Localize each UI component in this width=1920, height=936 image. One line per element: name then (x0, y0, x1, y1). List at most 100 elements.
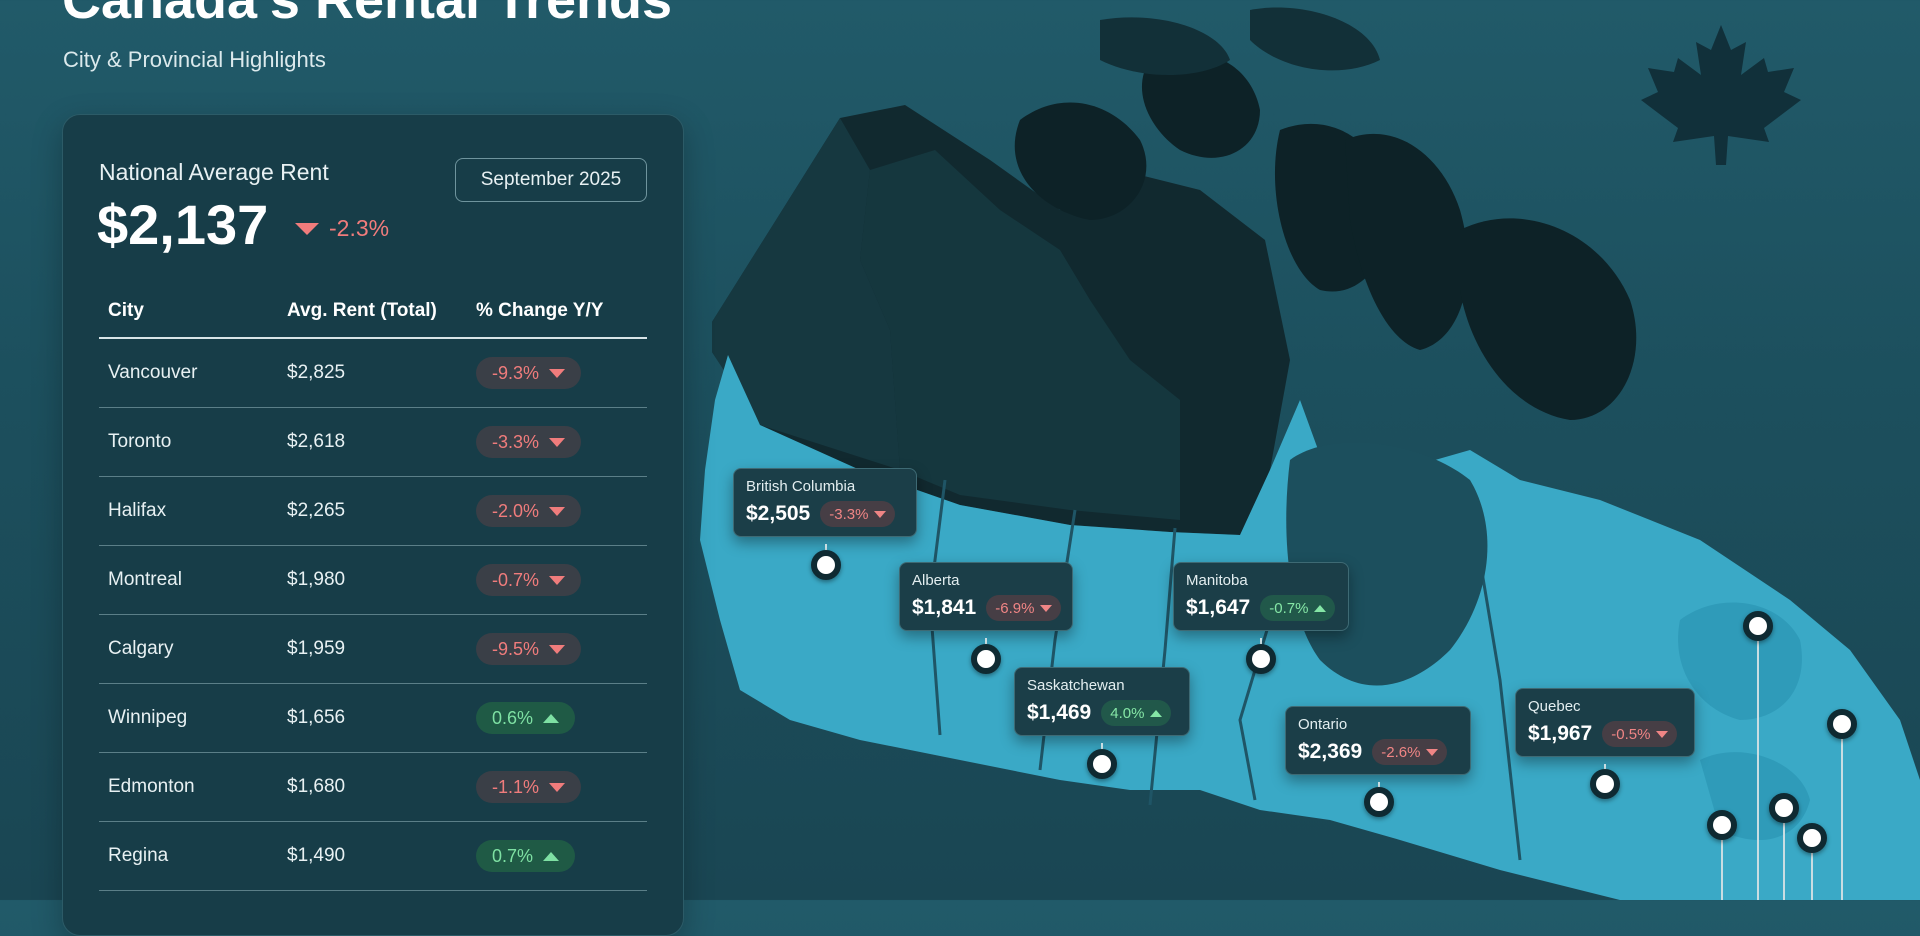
map-pin-icon[interactable] (1364, 787, 1394, 817)
city-rent: $1,959 (287, 638, 346, 659)
city-rent: $1,656 (287, 707, 346, 728)
table-row[interactable]: Toronto $2,618 -3.3% (99, 408, 647, 477)
city-name: Toronto (108, 431, 172, 452)
arctic-island (1250, 7, 1380, 71)
city-rent: $1,980 (287, 569, 346, 590)
arctic-island (1100, 17, 1230, 75)
province-change-badge: -6.9% (986, 595, 1062, 621)
map-pin-icon[interactable] (1246, 644, 1276, 674)
up-arrow-icon (1314, 604, 1327, 612)
national-change-value: -2.3% (329, 215, 390, 241)
province-callout[interactable]: Ontario $2,369 -2.6% (1285, 706, 1471, 775)
city-name: Calgary (108, 638, 174, 659)
change-badge: 0.6% (476, 702, 576, 734)
change-badge: -3.3% (476, 426, 582, 458)
province-change-value: -6.9% (995, 599, 1035, 617)
province-change-badge: -3.3% (820, 501, 896, 527)
change-badge: -9.3% (476, 357, 582, 389)
national-average-label: National Average Rent (99, 159, 329, 185)
province-callout[interactable]: British Columbia $2,505 -3.3% (733, 468, 917, 537)
table-row[interactable]: Edmonton $1,680 -1.1% (99, 753, 647, 822)
table-row[interactable]: Calgary $1,959 -9.5% (99, 615, 647, 684)
yukon-shape (712, 118, 900, 470)
map-pin-icon[interactable] (1087, 749, 1117, 779)
change-value: 0.7% (492, 845, 534, 866)
arctic-island (1141, 52, 1260, 158)
map-pin-icon[interactable] (971, 644, 1001, 674)
map-pin-connector (1811, 838, 1813, 900)
change-badge: -1.1% (476, 771, 582, 803)
province-change-badge: 4.0% (1101, 700, 1172, 726)
province-border (1478, 559, 1522, 861)
map-pin-icon[interactable] (811, 550, 841, 580)
national-average-value: $2,137 (97, 193, 269, 256)
page-subtitle: City & Provincial Highlights (63, 47, 326, 72)
table-row[interactable]: Winnipeg $1,656 0.6% (99, 684, 647, 753)
city-rent: $2,825 (287, 362, 346, 383)
up-arrow-icon (543, 713, 560, 723)
arctic-island (1460, 218, 1637, 420)
down-arrow-icon (549, 506, 566, 516)
down-arrow-icon (549, 437, 566, 447)
map-pin-icon[interactable] (1769, 793, 1799, 823)
province-change-value: -3.3% (829, 505, 869, 523)
map-pin-icon[interactable] (1743, 611, 1773, 641)
table-row[interactable]: Montreal $1,980 -0.7% (99, 546, 647, 615)
column-header-rent[interactable]: Avg. Rent (Total) (287, 300, 437, 321)
province-change-value: 4.0% (1110, 704, 1145, 722)
down-arrow-icon (549, 368, 566, 378)
map-pin-icon[interactable] (1797, 823, 1827, 853)
change-badge: -9.5% (476, 633, 582, 665)
arctic-island (1345, 133, 1468, 350)
table-row[interactable]: Regina $1,490 0.7% (99, 822, 647, 891)
province-callout[interactable]: Quebec $1,967 -0.5% (1515, 688, 1695, 757)
up-arrow-icon (1150, 709, 1163, 717)
city-rent: $1,680 (287, 776, 346, 797)
column-header-change[interactable]: % Change Y/Y (476, 300, 604, 321)
down-arrow-icon (1040, 604, 1053, 612)
down-arrow-icon (1656, 730, 1669, 738)
up-arrow-icon (543, 851, 560, 861)
column-header-city[interactable]: City (108, 300, 144, 321)
province-rent: $1,967 (1528, 722, 1593, 745)
page-title: Canada's Rental Trends (62, 0, 673, 30)
province-name: Quebec (1528, 698, 1581, 715)
table-row[interactable]: Vancouver $2,825 -9.3% (99, 339, 647, 408)
province-callout[interactable]: Alberta $1,841 -6.9% (899, 562, 1073, 631)
province-rent: $2,505 (746, 502, 811, 525)
province-rent: $1,647 (1186, 596, 1251, 619)
province-name: Manitoba (1186, 572, 1248, 589)
province-name: Saskatchewan (1027, 677, 1125, 694)
province-rent: $1,841 (912, 596, 977, 619)
national-change: -2.3% (295, 215, 389, 242)
province-name: British Columbia (746, 478, 856, 495)
province-change-badge: -0.5% (1602, 721, 1678, 747)
down-arrow-icon (549, 575, 566, 585)
province-callout[interactable]: Manitoba $1,647 -0.7% (1173, 562, 1349, 631)
map-pin-connector (1783, 808, 1785, 900)
city-name: Vancouver (108, 362, 198, 383)
change-value: -0.7% (492, 569, 540, 590)
province-change-value: -2.6% (1381, 743, 1421, 761)
down-arrow-icon (549, 644, 566, 654)
city-name: Regina (108, 845, 169, 866)
period-selector-button[interactable]: September 2025 (455, 158, 647, 202)
province-callout[interactable]: Saskatchewan $1,469 4.0% (1014, 667, 1190, 736)
change-badge: -0.7% (476, 564, 582, 596)
map-pin-icon[interactable] (1707, 810, 1737, 840)
province-change-value: -0.5% (1611, 725, 1651, 743)
change-value: -2.0% (492, 500, 540, 521)
table-row[interactable]: Halifax $2,265 -2.0% (99, 477, 647, 546)
map-pin-connector (1841, 724, 1843, 900)
nwt-shape (860, 150, 1180, 520)
change-badge: 0.7% (476, 840, 576, 872)
city-rent: $2,265 (287, 500, 346, 521)
province-border (1148, 527, 1177, 806)
city-name: Halifax (108, 500, 167, 521)
province-change-badge: -0.7% (1260, 595, 1336, 621)
province-change-badge: -2.6% (1372, 739, 1448, 765)
map-pin-icon[interactable] (1827, 709, 1857, 739)
province-change-value: -0.7% (1269, 599, 1309, 617)
map-pin-icon[interactable] (1590, 769, 1620, 799)
province-name: Alberta (912, 572, 960, 589)
